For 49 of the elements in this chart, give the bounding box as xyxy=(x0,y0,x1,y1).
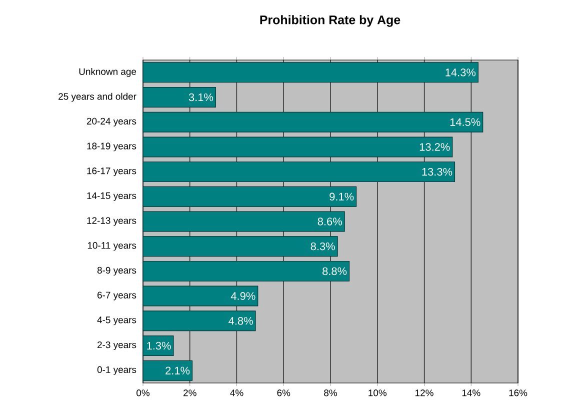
y-tick-label: 10-11 years xyxy=(88,242,136,251)
x-tick-label: 4% xyxy=(230,390,244,396)
data-label: 14.3% xyxy=(446,68,476,76)
data-label: 3.1% xyxy=(188,93,214,102)
data-label: 8.3% xyxy=(310,242,335,250)
y-tick-label: 20-24 years xyxy=(86,118,136,126)
data-label: 4.9% xyxy=(230,292,256,300)
y-tick-label: 6-7 years xyxy=(98,292,136,300)
data-label: 4.8% xyxy=(228,317,253,325)
x-tick-label: 8% xyxy=(324,390,338,396)
bar xyxy=(142,260,350,282)
y-tick-label: 18-19 years xyxy=(87,142,136,152)
data-label: 9.1% xyxy=(330,192,354,201)
bar xyxy=(142,236,338,257)
x-tick-label: 2% xyxy=(184,390,196,396)
y-tick-label: 8-9 years xyxy=(97,266,136,276)
bar xyxy=(142,87,216,108)
bar xyxy=(142,335,174,356)
data-label: 8.8% xyxy=(322,267,347,276)
bar xyxy=(142,310,256,332)
x-tick-label: 10% xyxy=(368,390,387,396)
chart-title: Prohibition Rate by Age xyxy=(260,15,400,27)
y-tick-label: 4-5 years xyxy=(97,316,136,326)
bar xyxy=(142,136,453,158)
bar xyxy=(142,162,456,182)
bar xyxy=(142,112,484,132)
bar xyxy=(142,286,258,306)
y-tick-label: 16-17 years xyxy=(87,168,136,176)
data-label: 13.2% xyxy=(420,143,450,151)
x-tick-label: 6% xyxy=(277,390,290,396)
x-tick-label: 12% xyxy=(416,390,434,396)
bar xyxy=(142,360,193,381)
data-label: 1.3% xyxy=(147,342,171,350)
y-tick-label: 2-3 years xyxy=(97,341,136,350)
data-label: 13.3% xyxy=(422,168,452,176)
data-label: 2.1% xyxy=(166,366,190,374)
y-tick-label: 12-13 years xyxy=(87,217,136,226)
x-tick-label: 14% xyxy=(462,390,480,396)
y-tick-label: 14-15 years xyxy=(87,192,136,201)
data-label: 8.6% xyxy=(318,218,342,226)
bar xyxy=(142,62,478,83)
x-tick-label: 0% xyxy=(136,390,150,396)
y-tick-label: Unknown age xyxy=(79,68,136,77)
y-tick-label: 25 years and older xyxy=(58,92,136,102)
bar xyxy=(142,211,345,232)
x-tick-label: 16% xyxy=(509,390,528,396)
bar xyxy=(142,186,357,207)
data-label: 14.5% xyxy=(450,118,480,126)
y-tick-label: 0-1 years xyxy=(97,366,136,375)
